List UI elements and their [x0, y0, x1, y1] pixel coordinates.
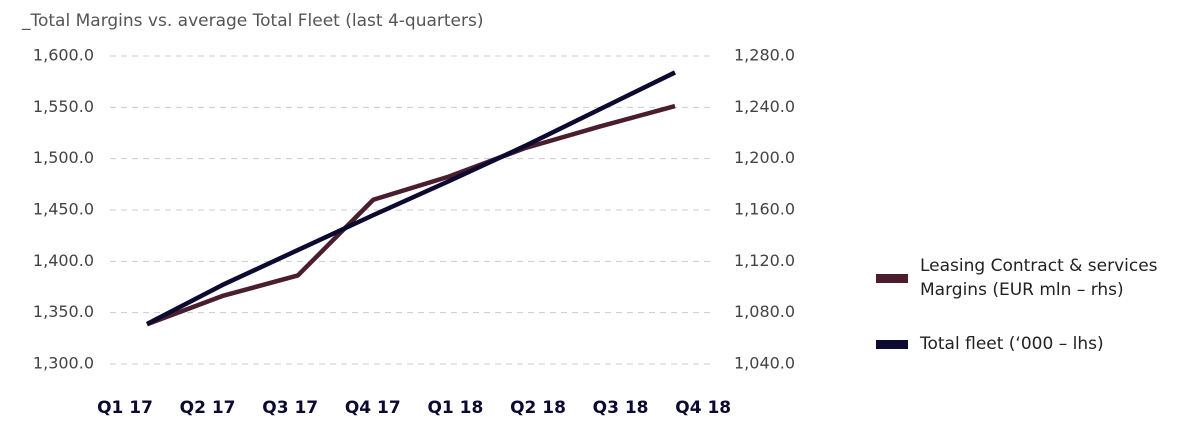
- y-tick-label: 1,350.0: [33, 302, 94, 321]
- legend-item: Total fleet (‘000 – lhs): [876, 332, 1196, 356]
- legend-swatch: [876, 339, 908, 349]
- legend-swatch: [876, 273, 908, 283]
- y-tick-label: 1,450.0: [33, 200, 94, 219]
- legend-label: Leasing Contract & services Margins (EUR…: [920, 256, 1158, 300]
- x-tick-label: Q4 18: [675, 398, 731, 418]
- x-tick-label: Q1 17: [97, 398, 153, 418]
- y-tick-label: 1,400.0: [33, 251, 94, 270]
- y2-tick-label: 1,240.0: [734, 97, 795, 116]
- chart-title: _Total Margins vs. average Total Fleet (…: [21, 11, 483, 31]
- series-line: [145, 70, 676, 326]
- y2-tick-label: 1,280.0: [734, 46, 795, 65]
- x-tick-label: Q4 17: [345, 398, 401, 418]
- y-tick-label: 1,300.0: [33, 354, 94, 373]
- y-tick-label: 1,500.0: [33, 148, 94, 167]
- x-tick-label: Q2 17: [180, 398, 236, 418]
- y2-tick-label: 1,040.0: [734, 354, 795, 373]
- x-tick-label: Q2 18: [510, 398, 566, 418]
- y2-tick-label: 1,160.0: [734, 200, 795, 219]
- y2-tick-label: 1,080.0: [734, 302, 795, 321]
- x-tick-label: Q1 18: [427, 398, 483, 418]
- y-tick-label: 1,550.0: [33, 97, 94, 116]
- y-tick-label: 1,600.0: [33, 46, 94, 65]
- x-tick-label: Q3 17: [262, 398, 318, 418]
- series-line: [146, 103, 676, 327]
- legend-label: Total fleet (‘000 – lhs): [920, 334, 1104, 354]
- y2-tick-label: 1,120.0: [734, 251, 795, 270]
- x-tick-label: Q3 18: [593, 398, 649, 418]
- y2-tick-label: 1,200.0: [734, 148, 795, 167]
- legend-item: Leasing Contract & services Margins (EUR…: [876, 254, 1196, 302]
